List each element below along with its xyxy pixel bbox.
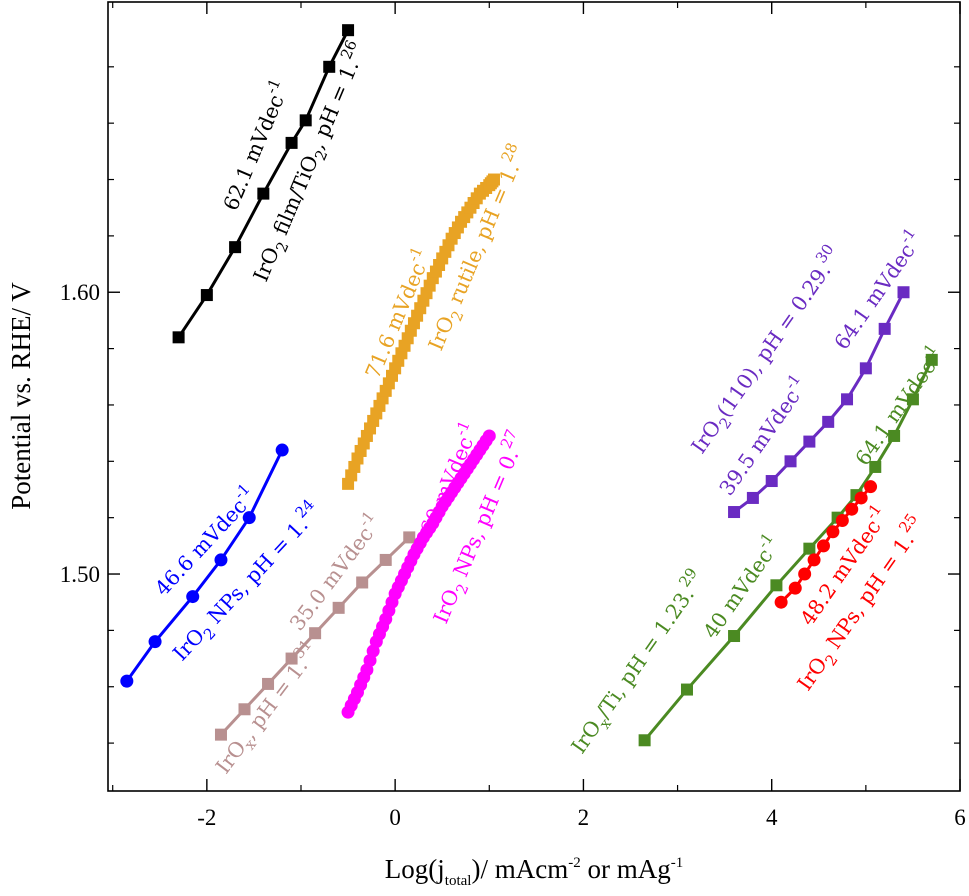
y-axis-label: Potential vs. RHE/ V bbox=[6, 282, 36, 510]
axis-ticks: -2 0 2 4 6 1.50 1.60 bbox=[60, 2, 966, 830]
data-point bbox=[482, 429, 496, 443]
data-point bbox=[798, 567, 812, 581]
data-point bbox=[807, 553, 821, 567]
data-point bbox=[309, 627, 322, 640]
axis-labels: Log(jtotal)/ mAcm-2 or mAg-1 Potential vs… bbox=[6, 282, 683, 889]
data-point bbox=[835, 513, 849, 527]
data-point bbox=[229, 241, 242, 254]
data-point bbox=[822, 415, 835, 428]
series-line bbox=[177, 29, 350, 339]
annotation-label: IrOx/Ti, pH = 1.23.29 bbox=[562, 564, 714, 760]
x-tick-label: 2 bbox=[578, 805, 590, 830]
data-point bbox=[403, 531, 416, 544]
data-point bbox=[774, 595, 788, 609]
data-point bbox=[925, 353, 938, 366]
data-point bbox=[869, 460, 882, 473]
data-point bbox=[864, 480, 878, 494]
data-point bbox=[878, 322, 891, 335]
data-point bbox=[888, 429, 901, 442]
data-point bbox=[262, 677, 275, 690]
series-line bbox=[780, 485, 872, 604]
data-point bbox=[285, 136, 298, 149]
series-layer bbox=[120, 24, 938, 747]
data-point bbox=[342, 24, 355, 37]
data-point bbox=[332, 601, 345, 614]
series-5 bbox=[341, 429, 496, 719]
annotation-label: 62.1 mVdec-1 bbox=[214, 76, 295, 214]
data-point bbox=[680, 683, 693, 696]
annotation-label: 64.1 mVdec-1 bbox=[825, 224, 928, 353]
data-point bbox=[299, 114, 312, 127]
data-point bbox=[172, 331, 185, 344]
data-point bbox=[487, 173, 500, 186]
y-tick-label: 1.50 bbox=[60, 562, 100, 587]
data-point bbox=[854, 491, 868, 505]
data-point bbox=[897, 286, 910, 299]
data-point bbox=[788, 581, 802, 595]
data-point bbox=[728, 506, 741, 519]
data-point bbox=[379, 553, 392, 566]
series-6 bbox=[728, 286, 910, 519]
data-point bbox=[214, 553, 228, 567]
data-point bbox=[765, 475, 778, 488]
annotation-label: 64.1 mVdec-1 bbox=[846, 340, 949, 469]
data-point bbox=[638, 734, 651, 747]
data-point bbox=[803, 542, 816, 555]
data-point bbox=[214, 728, 227, 741]
annotation-label: IrOx, pH = 1.31 bbox=[207, 636, 328, 781]
data-point bbox=[436, 252, 449, 265]
x-tick-label: 0 bbox=[389, 805, 401, 830]
series-2 bbox=[342, 173, 500, 490]
data-point bbox=[186, 590, 200, 604]
data-point bbox=[845, 502, 859, 516]
data-point bbox=[238, 703, 251, 716]
x-axis-label: Log(jtotal)/ mAcm-2 or mAg-1 bbox=[385, 854, 683, 889]
data-point bbox=[826, 525, 840, 539]
data-point bbox=[275, 443, 289, 457]
x-tick-label: -2 bbox=[197, 805, 216, 830]
data-point bbox=[770, 579, 783, 592]
data-point bbox=[746, 491, 759, 504]
data-point bbox=[816, 539, 830, 553]
series-3 bbox=[120, 443, 289, 688]
data-point bbox=[257, 187, 270, 200]
data-point bbox=[803, 435, 816, 448]
data-point bbox=[148, 635, 162, 649]
plot-frame bbox=[107, 1, 961, 792]
series-line bbox=[125, 449, 284, 682]
data-point bbox=[120, 674, 134, 688]
series-4 bbox=[214, 531, 416, 741]
series-line bbox=[733, 291, 905, 514]
data-point bbox=[323, 60, 336, 73]
annotation-label: IrO2 film/TiO2, pH = 1.26 bbox=[244, 37, 376, 287]
data-point bbox=[784, 455, 797, 468]
y-tick-label: 1.60 bbox=[60, 280, 100, 305]
data-point bbox=[200, 289, 213, 302]
x-tick-label: 6 bbox=[954, 805, 966, 830]
data-point bbox=[242, 511, 256, 525]
x-tick-label: 4 bbox=[766, 805, 778, 830]
data-point bbox=[859, 362, 872, 375]
data-point bbox=[841, 393, 854, 406]
series-1 bbox=[172, 24, 355, 344]
annotation-label: IrO2 rutile, pH = 1.28 bbox=[419, 140, 536, 356]
data-point bbox=[285, 652, 298, 665]
series-8 bbox=[774, 480, 878, 609]
data-point bbox=[728, 630, 741, 643]
data-point bbox=[356, 576, 369, 589]
data-point bbox=[906, 393, 919, 406]
